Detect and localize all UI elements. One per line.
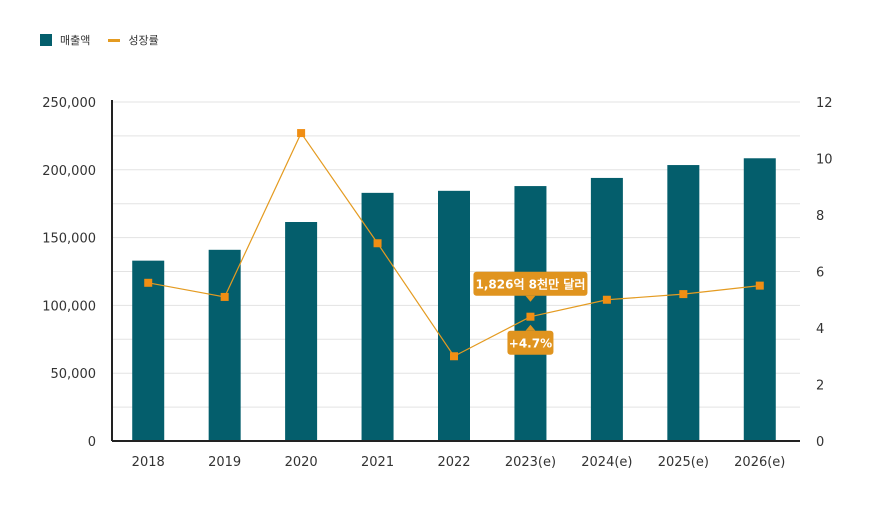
y-left-tick-label: 0 xyxy=(88,435,96,450)
y-left-tick-label: 200,000 xyxy=(42,164,96,179)
bar xyxy=(743,158,776,442)
x-tick-label: 2021 xyxy=(361,455,394,470)
growth-point xyxy=(450,352,458,361)
tooltip-sales-text: 1,826억 8천만 달러 xyxy=(476,277,586,292)
tooltip-growth-pointer xyxy=(525,324,536,331)
y-right-tick-label: 0 xyxy=(816,435,824,450)
bar xyxy=(361,192,394,441)
growth-point xyxy=(755,281,764,290)
legend: 매출액 성장률 xyxy=(40,32,177,48)
y-left-tick-label: 50,000 xyxy=(51,367,97,382)
x-tick-label: 2022 xyxy=(437,455,470,470)
y-left-tick-label: 100,000 xyxy=(42,299,96,314)
legend-item-growth[interactable]: 성장률 xyxy=(108,32,159,48)
y-right-tick-label: 10 xyxy=(816,153,833,168)
growth-point xyxy=(526,312,535,321)
x-tick-label: 2024(e) xyxy=(581,455,632,470)
growth-point xyxy=(602,295,611,304)
tooltip-growth-text: +4.7% xyxy=(509,337,552,351)
legend-item-sales[interactable]: 매출액 xyxy=(40,32,90,48)
legend-swatch-sales xyxy=(40,34,52,46)
bar xyxy=(667,165,700,441)
growth-point xyxy=(220,292,229,301)
x-tick-label: 2019 xyxy=(208,455,241,470)
bar xyxy=(590,177,623,441)
bar xyxy=(285,222,318,441)
growth-point xyxy=(373,239,382,248)
legend-swatch-growth xyxy=(108,38,121,42)
y-right-tick-label: 4 xyxy=(816,322,824,337)
x-tick-label: 2023(e) xyxy=(505,455,556,470)
bar xyxy=(132,260,165,441)
y-right-tick-label: 12 xyxy=(816,96,833,111)
bar xyxy=(208,249,241,441)
x-tick-label: 2018 xyxy=(132,455,165,470)
growth-point xyxy=(297,129,306,138)
y-left-tick-label: 250,000 xyxy=(42,96,96,111)
legend-label-sales: 매출액 xyxy=(60,34,91,47)
legend-label-growth: 성장률 xyxy=(128,34,159,47)
y-right-tick-label: 2 xyxy=(816,379,824,394)
bar xyxy=(438,190,470,441)
x-tick-label: 2025(e) xyxy=(658,455,709,470)
tooltip-sales-box xyxy=(473,271,588,296)
tooltip-growth-box xyxy=(507,330,554,355)
growth-point xyxy=(679,290,688,299)
growth-point xyxy=(144,278,153,287)
x-tick-label: 2020 xyxy=(285,455,318,470)
y-right-tick-label: 6 xyxy=(816,266,824,281)
x-tick-label: 2026(e) xyxy=(734,455,785,470)
y-left-tick-label: 150,000 xyxy=(42,232,96,247)
y-right-tick-label: 8 xyxy=(816,209,824,224)
tooltip-sales-pointer xyxy=(525,295,536,302)
